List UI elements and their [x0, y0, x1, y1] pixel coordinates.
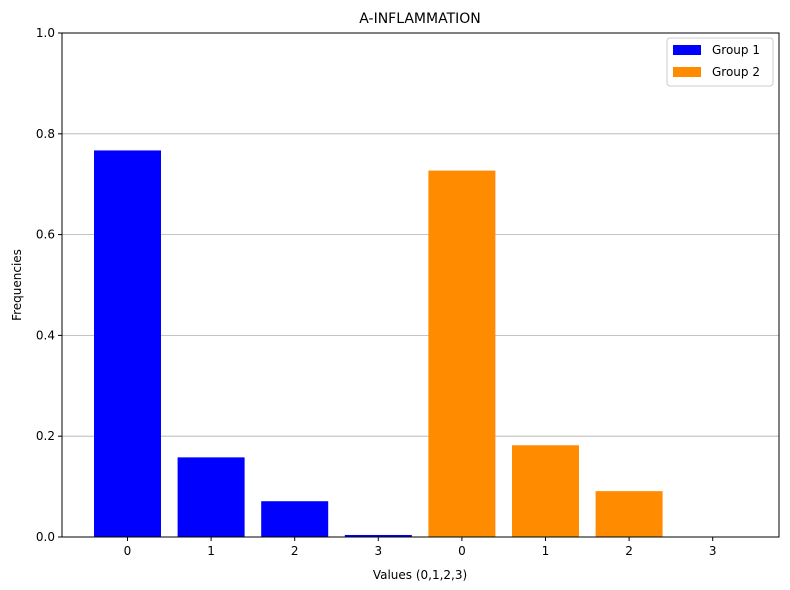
y-tick-label: 0.0 — [36, 530, 55, 544]
chart-title: A-INFLAMMATION — [359, 11, 481, 27]
x-tick-label: 2 — [625, 544, 633, 558]
x-tick-label: 3 — [374, 544, 382, 558]
bars — [94, 150, 663, 538]
x-axis: 0 1 2 3 0 1 2 3 — [124, 537, 717, 558]
bar — [94, 150, 161, 537]
y-tick-label: 0.4 — [36, 328, 55, 342]
x-tick-label: 1 — [542, 544, 550, 558]
legend: Group 1 Group 2 — [666, 37, 774, 87]
x-axis-label: Values (0,1,2,3) — [373, 568, 467, 582]
grid-lines — [62, 133, 779, 437]
y-tick-label: 0.2 — [36, 429, 55, 443]
x-tick-label: 1 — [207, 544, 215, 558]
bar — [344, 534, 412, 537]
y-axis-label: Frequencies — [10, 249, 24, 321]
y-axis: 0.0 0.2 0.4 0.6 0.8 1.0 — [36, 26, 62, 544]
bar — [512, 445, 579, 537]
bar — [595, 491, 663, 537]
bar — [177, 457, 245, 537]
y-tick-label: 1.0 — [36, 26, 55, 40]
x-tick-label: 0 — [458, 544, 466, 558]
plot-frame — [61, 32, 780, 538]
legend-swatch — [673, 67, 701, 77]
y-tick-label: 0.6 — [36, 228, 55, 242]
legend-label: Group 1 — [712, 43, 760, 57]
bar — [428, 170, 496, 538]
bar — [261, 501, 329, 537]
x-tick-label: 2 — [291, 544, 299, 558]
y-tick-label: 0.8 — [36, 127, 55, 141]
x-tick-label: 3 — [709, 544, 717, 558]
x-tick-label: 0 — [124, 544, 132, 558]
legend-label: Group 2 — [712, 65, 760, 79]
legend-swatch — [673, 45, 701, 55]
